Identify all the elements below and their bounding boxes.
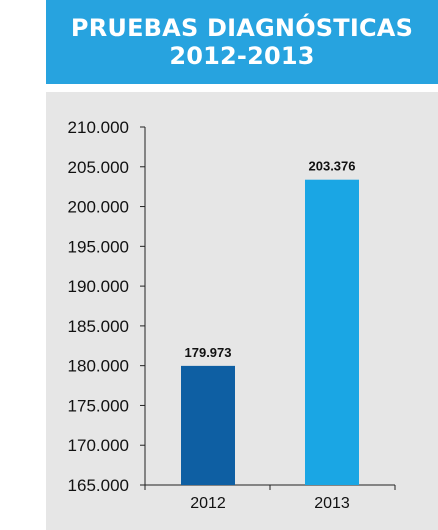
bar-2012 [181, 365, 235, 485]
y-tick-label: 190.000 [68, 277, 129, 296]
y-tick-label: 195.000 [68, 237, 129, 256]
y-tick-label: 175.000 [68, 396, 129, 415]
x-tick-label-2013: 2013 [314, 495, 350, 512]
y-tick-label: 210.000 [68, 118, 129, 137]
y-tick-label: 165.000 [68, 476, 129, 495]
title-line-1: PRUEBAS DIAGNÓSTICAS [70, 14, 414, 42]
title-banner: PRUEBAS DIAGNÓSTICAS 2012-2013 [46, 0, 438, 84]
title-line-2: 2012-2013 [169, 42, 315, 70]
y-tick-label: 205.000 [68, 158, 129, 177]
bar-2013 [305, 179, 359, 485]
y-tick-label: 200.000 [68, 198, 129, 217]
y-tick-label: 185.000 [68, 317, 129, 336]
data-label-2012: 179.973 [185, 345, 232, 360]
y-tick-label: 170.000 [68, 436, 129, 455]
data-label-2013: 203.376 [309, 159, 356, 174]
chart-panel [46, 92, 438, 530]
x-tick-label-2012: 2012 [190, 495, 226, 512]
y-tick-label: 180.000 [68, 357, 129, 376]
